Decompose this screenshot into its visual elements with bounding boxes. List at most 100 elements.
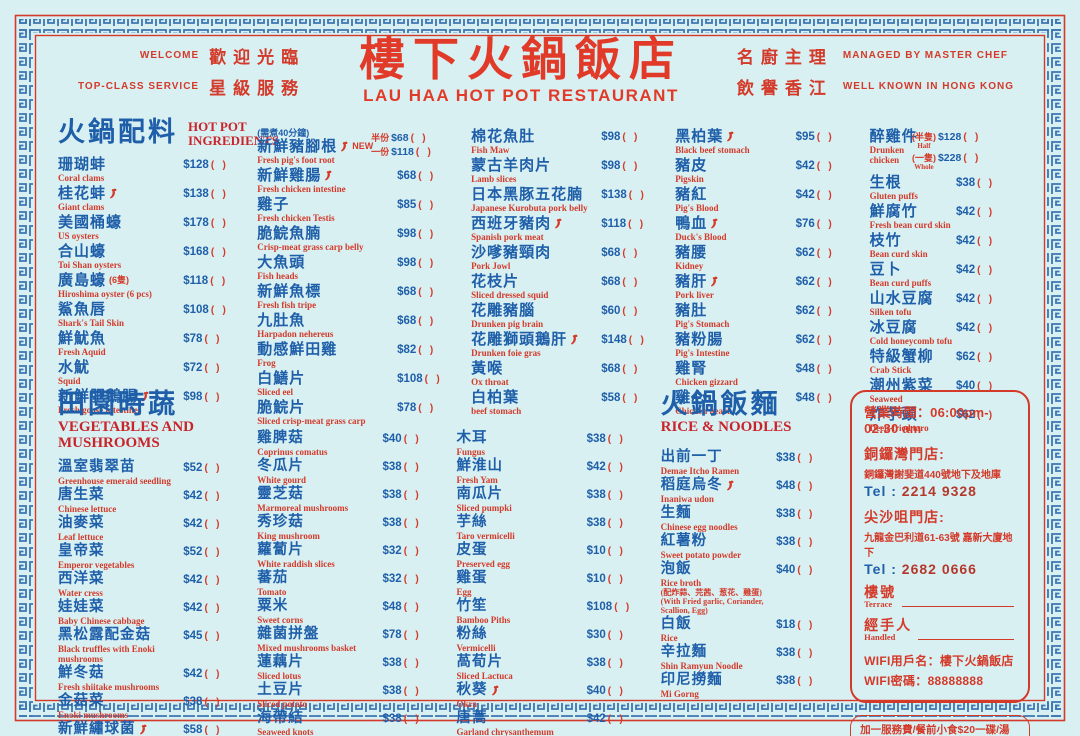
order-blank: ( ) — [607, 630, 623, 641]
item-name-en: Marmoreal mushrooms — [257, 503, 349, 513]
item-price: $82 — [397, 344, 417, 356]
veg-column-2: 雞脾菇 Coprinus comatus $40( ) 冬瓜片 White gourd $… — [257, 430, 448, 736]
handled-by-blank — [918, 638, 1014, 640]
price-line: $52( ) — [183, 546, 249, 558]
hotpot-column-2: (需煮40分鐘) 新鮮豬腳根 NEW Fresh pig's foot root 半份 $… — [257, 128, 463, 426]
spicy-icon — [726, 131, 735, 142]
order-blank: ( ) — [410, 133, 426, 144]
menu-item: 靈芝菇 Marmoreal mushrooms $38( ) — [257, 486, 448, 513]
item-price: $38 — [183, 696, 203, 708]
item-price: $98 — [601, 131, 621, 143]
portion-label: 半份 — [371, 133, 390, 143]
item-price: $68 — [601, 247, 621, 259]
price-block: $76( ) — [796, 215, 862, 230]
item-price: $42 — [183, 668, 203, 680]
menu-item: 炸芋頭 Deep-fried taro $62( ) — [870, 406, 1022, 433]
item-price: $85 — [397, 199, 417, 211]
item-name-zh: 黑松露配金菇 — [58, 627, 151, 643]
hotpot-column-1: 珊瑚蚌 Coral clams $128( ) 桂花蚌 Giant clams $138(… — [58, 156, 249, 415]
menu-item: 粟米 Sweet corns $48( ) — [257, 598, 448, 625]
item-name-zh: 辛拉麵 — [660, 644, 708, 660]
price-line: $68( ) — [601, 276, 667, 288]
order-blank: ( ) — [418, 316, 434, 327]
menu-item: 白飯 Rice $18( ) — [661, 616, 843, 643]
item-name-zh: 花雕獅頭鵝肝 — [471, 331, 568, 348]
price-line: $42( ) — [956, 206, 1022, 218]
item-price: $178 — [183, 217, 209, 229]
price-line: $62( ) — [796, 334, 862, 346]
price-block: $98( ) — [397, 254, 463, 269]
menu-item: 沙嗲豬頸肉 Pork Jowl $68( ) — [471, 244, 667, 271]
item-price: $95 — [795, 131, 815, 143]
price-block: $38( ) — [383, 458, 449, 473]
item-name-zh: 金菇菜 — [58, 693, 105, 709]
welcome-label-zh: 歡迎光臨 — [209, 48, 306, 67]
order-blank: ( ) — [816, 219, 832, 230]
item-name-zh: 蓮藕片 — [257, 654, 304, 670]
price-line: $38( ) — [776, 647, 842, 659]
price-line: $38( ) — [776, 452, 842, 464]
order-blank: ( ) — [418, 171, 434, 182]
item-price: $42 — [586, 461, 606, 473]
cooking-time-note: (需煮40分鐘) — [257, 128, 310, 138]
item-name-zh: 鮮冬菇 — [58, 665, 105, 681]
price-line: $42( ) — [183, 602, 249, 614]
price-line: $38( ) — [776, 675, 842, 687]
order-blank: ( ) — [816, 335, 832, 346]
item-name-zh: 木耳 — [456, 430, 488, 446]
restaurant-title-block: 樓下火鍋飯店 LAU HAA HOT POT RESTAURANT — [359, 36, 683, 106]
menu-item: 生麵 Chinese egg noodles $38( ) — [661, 505, 843, 532]
menu-item: 出前一丁 Demae Itcho Ramen $38( ) — [661, 449, 843, 476]
item-name-en: Coral clams — [58, 173, 105, 183]
order-blank: ( ) — [977, 265, 993, 276]
item-name-zh: 珊瑚蚌 — [58, 156, 107, 173]
item-name-en: Demae Itcho Ramen — [660, 466, 740, 476]
item-price: $62 — [795, 247, 815, 259]
item-name-en: Tomato — [257, 587, 287, 597]
chef-label-en: MANAGED BY MASTER CHEF — [842, 50, 1009, 61]
menu-item: 美國桶蠔 US oysters $178( ) — [58, 214, 249, 241]
price-line: $62( ) — [796, 305, 862, 317]
chef-label-zh: 名廚主理 — [736, 48, 833, 67]
price-block: $48( ) — [796, 360, 862, 375]
order-blank: ( ) — [418, 258, 434, 269]
order-blank: ( ) — [204, 334, 220, 345]
item-name-en: Frog — [257, 358, 276, 368]
branch-causeway-bay: 銅鑼灣門店: 銅鑼灣謝斐道440號地下及地庫 Tel : 2214 9328 — [864, 444, 1016, 499]
item-price: $60 — [601, 305, 621, 317]
order-blank: ( ) — [403, 630, 419, 641]
price-line: $85( ) — [397, 199, 463, 211]
menu-item: 廣島蠔 (6隻) Hiroshima oyster (6 pcs) $118( ) — [58, 272, 249, 299]
price-block: $38( ) — [776, 533, 842, 548]
item-name-zh: 溫室翡翠苗 — [58, 459, 136, 475]
price-block: $45( ) — [183, 627, 249, 642]
price-block: $52( ) — [183, 543, 249, 558]
item-price: $42 — [955, 264, 976, 276]
business-hours: 營業時間：06:00pm-02:30 am — [864, 405, 989, 436]
item-name-zh: 鮮淮山 — [456, 458, 503, 474]
item-price: $38 — [776, 675, 796, 687]
order-blank: ( ) — [628, 335, 644, 346]
price-block: $108( ) — [183, 301, 249, 316]
item-name-en: Baby Chinese cabbage — [58, 616, 145, 626]
order-blank: ( ) — [607, 518, 623, 529]
section-title-zh: 火鍋配料 — [58, 117, 178, 147]
price-block: $40( ) — [776, 561, 842, 576]
item-name-zh: 鯊魚唇 — [58, 301, 107, 318]
item-name-zh: 泡飯 — [660, 561, 692, 577]
menu-item: 桂花蚌 Giant clams $138( ) — [58, 185, 249, 212]
portion-label-en: Whole — [914, 163, 934, 171]
item-name-zh: 炸芋頭 — [869, 406, 918, 423]
price-line: $48( ) — [776, 480, 842, 492]
price-block: $38( ) — [383, 486, 449, 501]
item-name-en: Pig's Stomach — [675, 319, 730, 329]
branch-address: 九龍金巴利道61-63號 嘉新大廈地下 — [864, 533, 1013, 559]
price-block: $10( ) — [587, 570, 653, 585]
menu-item: 西班牙豬肉 Spanish pork meat $118( ) — [471, 215, 667, 242]
order-blank: ( ) — [816, 161, 832, 172]
service-label-zh: 星級服務 — [209, 79, 306, 98]
price-block: $62( ) — [796, 273, 862, 288]
section-title-en: RICE & NOODLES — [660, 419, 792, 435]
price-line: $95( ) — [796, 131, 862, 143]
item-name-en: Greenhouse emeraid seedling — [58, 476, 171, 486]
